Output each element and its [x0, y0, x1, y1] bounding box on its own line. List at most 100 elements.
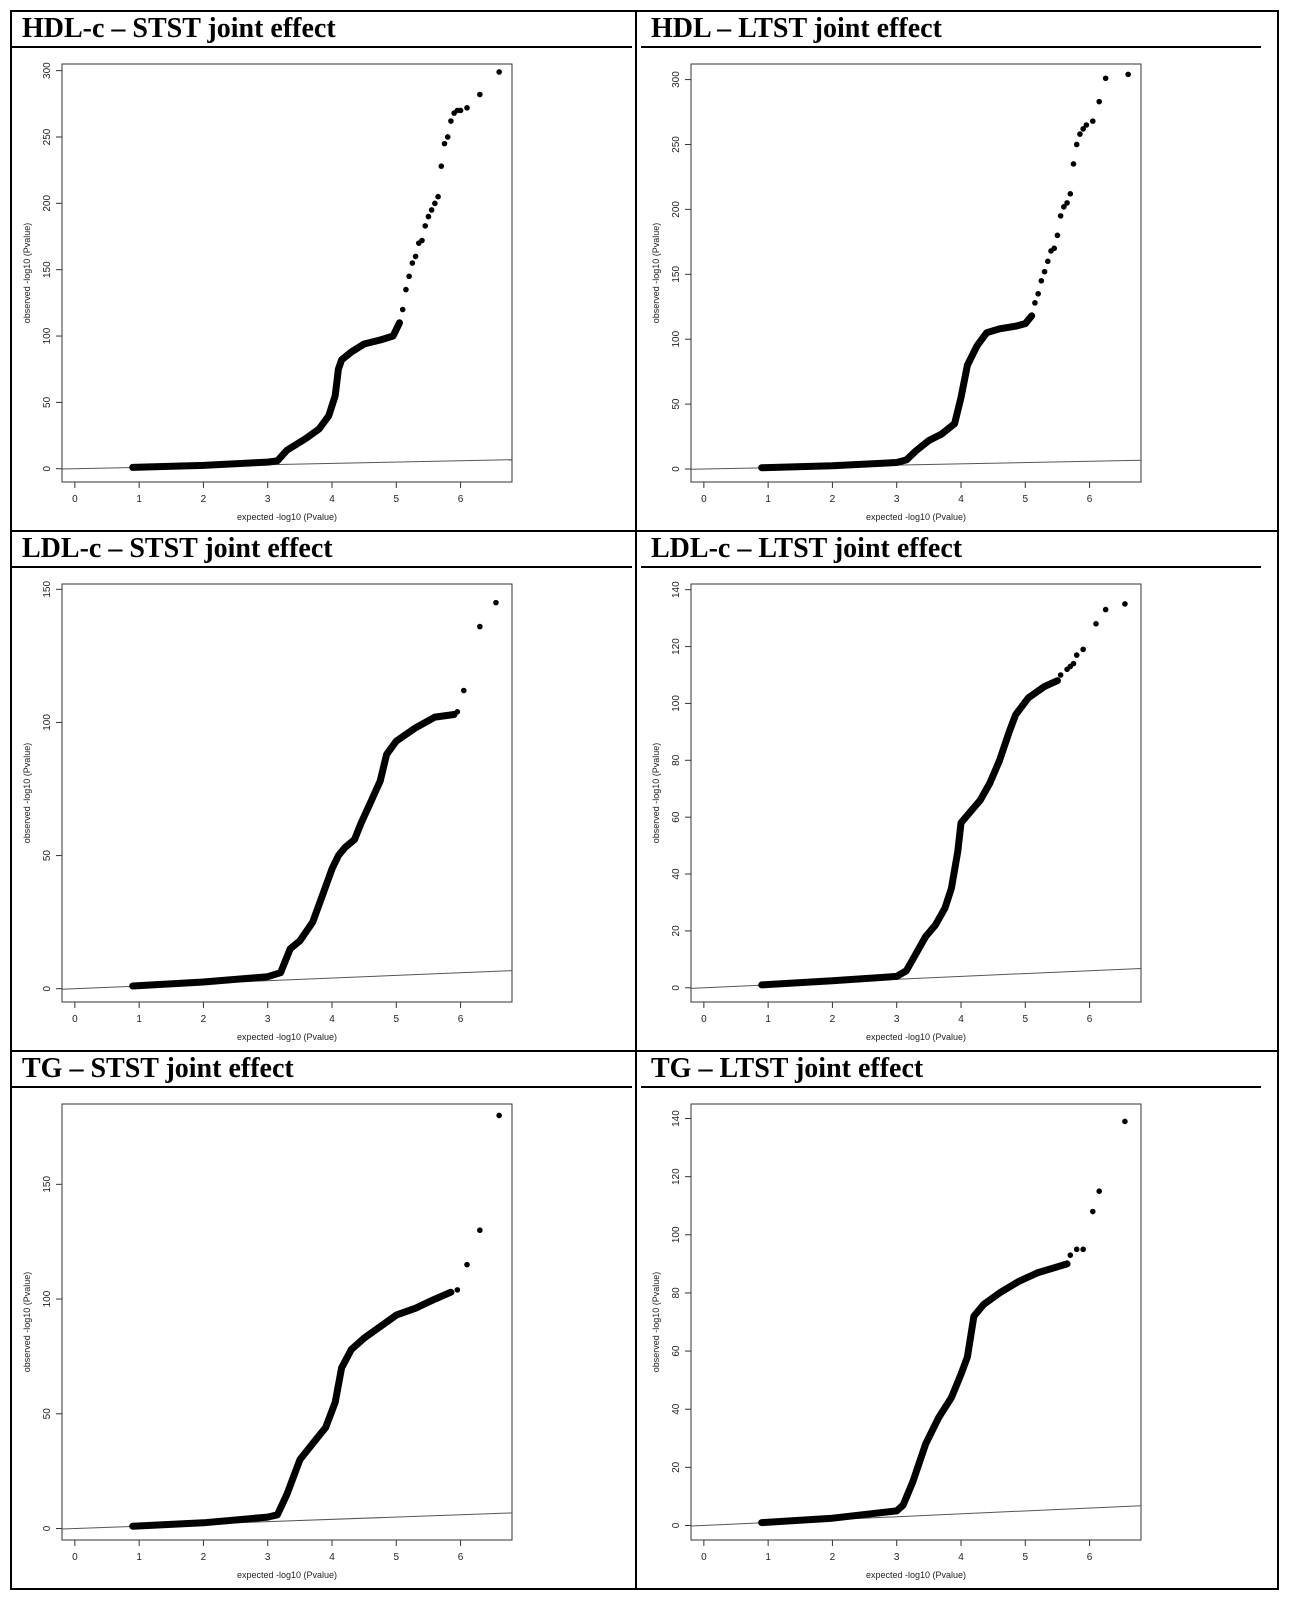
- y-tick-label: 100: [42, 327, 53, 344]
- x-tick-label: 2: [201, 494, 207, 505]
- y-tick-label: 200: [671, 201, 682, 218]
- x-tick-label: 4: [329, 1014, 335, 1025]
- x-tick-label: 4: [958, 494, 964, 505]
- y-tick-label: 50: [42, 396, 53, 408]
- qq-point: [477, 1227, 483, 1234]
- y-tick-label: 50: [42, 850, 53, 862]
- qq-point: [1125, 71, 1131, 78]
- qq-point: [1067, 1252, 1074, 1258]
- qq-point: [1041, 268, 1048, 275]
- qq-point: [448, 118, 454, 124]
- qq-point: [1070, 161, 1077, 167]
- qq-point-band: [129, 1288, 455, 1530]
- y-tick-label: 60: [671, 1345, 682, 1357]
- panel-title: LDL-c – LTST joint effect: [651, 533, 963, 564]
- qq-point: [1057, 672, 1064, 678]
- y-tick-label: 100: [42, 714, 53, 731]
- x-tick-label: 1: [136, 494, 142, 505]
- y-tick-label: 80: [671, 754, 682, 766]
- x-tick-label: 3: [265, 494, 271, 505]
- y-tick-label: 250: [42, 128, 53, 145]
- x-axis-label: expected -log10 (Pvalue): [237, 512, 337, 522]
- qq-point: [435, 193, 441, 200]
- y-axis-label: observed -log10 (Pvalue): [22, 223, 32, 324]
- panel-title: HDL – LTST joint effect: [651, 13, 942, 44]
- qq-point-band: [758, 1260, 1071, 1527]
- qq-point: [1067, 191, 1074, 197]
- x-tick-label: 6: [458, 494, 464, 505]
- x-tick-label: 5: [1023, 494, 1029, 505]
- y-axis-label: observed -log10 (Pvalue): [22, 743, 32, 844]
- title-rule: [641, 566, 1261, 568]
- qq-point: [1070, 660, 1077, 667]
- y-tick-label: 300: [671, 71, 682, 88]
- qq-point: [1038, 277, 1045, 284]
- x-tick-label: 6: [458, 1014, 464, 1025]
- panel-ldl-stst: LDL-c – STST joint effect 0 1 2 3 4 5 6 0 50 100 1…: [12, 532, 632, 1050]
- qq-point: [1083, 122, 1090, 128]
- panel-title: LDL-c – STST joint effect: [22, 533, 333, 564]
- qq-point: [419, 237, 425, 244]
- panel-hdl-stst: HDL-c – STST joint effect 0 1 2 3 4 5 6 0 50 100 1…: [12, 12, 632, 530]
- plot-frame: [61, 583, 513, 1003]
- qq-point: [1122, 601, 1128, 607]
- panel-ldl-ltst: LDL-c – LTST joint effect 0 1 2 3 4 5 6 0 20 40 60…: [641, 532, 1261, 1050]
- x-tick-label: 6: [1087, 494, 1093, 505]
- y-axis-label: observed -log10 (Pvalue): [651, 743, 661, 844]
- x-tick-label: 5: [1023, 1552, 1029, 1563]
- x-tick-label: 6: [1087, 1552, 1093, 1563]
- x-tick-label: 0: [72, 1552, 78, 1563]
- qq-point: [493, 599, 499, 606]
- panel-tg-ltst: TG – LTST joint effect 0 1 2 3 4 5 6 0 20 40 60 80 1…: [641, 1052, 1261, 1588]
- y-tick-label: 100: [671, 695, 682, 712]
- qq-point: [1093, 621, 1099, 627]
- x-tick-label: 3: [894, 1552, 900, 1563]
- x-tick-label: 5: [394, 1014, 400, 1025]
- x-tick-label: 2: [830, 1552, 836, 1563]
- x-tick-label: 3: [894, 494, 900, 505]
- qq-point: [1077, 131, 1083, 137]
- x-tick-label: 3: [265, 1014, 271, 1025]
- qq-point-band: [758, 677, 1061, 989]
- panel-tg-stst: TG – STST joint effect 0 1 2 3 4 5 6 0 50 100 150 e…: [12, 1052, 632, 1588]
- qq-point-band: [129, 711, 458, 990]
- qq-point: [1089, 118, 1096, 124]
- plot-frame: [690, 583, 1142, 1003]
- y-axis-label: observed -log10 (Pvalue): [22, 1272, 32, 1373]
- x-tick-label: 0: [701, 494, 707, 505]
- x-tick-label: 1: [136, 1552, 142, 1563]
- qq-point: [1044, 258, 1051, 265]
- qq-point: [1102, 75, 1109, 82]
- qq-point: [1051, 245, 1058, 252]
- x-tick-label: 2: [201, 1014, 207, 1025]
- x-tick-label: 1: [136, 1014, 142, 1025]
- y-tick-label: 0: [671, 466, 682, 472]
- qq-point: [1032, 300, 1038, 306]
- y-tick-label: 40: [671, 868, 682, 880]
- qq-point: [496, 69, 502, 75]
- qq-point-band: [758, 312, 1036, 472]
- y-axis-label: observed -log10 (Pvalue): [651, 223, 661, 324]
- qq-point: [1102, 606, 1109, 613]
- qq-plot: 0 1 2 3 4 5 6 0 50 100 150 200 250 300 expected -log10…: [651, 63, 1142, 522]
- column-divider: [635, 10, 637, 1590]
- x-tick-label: 5: [1023, 1014, 1029, 1025]
- qq-point: [412, 253, 419, 260]
- x-tick-label: 5: [394, 494, 400, 505]
- figure-grid: [10, 10, 1279, 1590]
- x-tick-label: 6: [458, 1552, 464, 1563]
- qq-point: [464, 104, 470, 111]
- qq-point: [1080, 646, 1086, 653]
- x-tick-label: 4: [329, 1552, 335, 1563]
- qq-point: [409, 260, 416, 266]
- y-tick-label: 60: [671, 811, 682, 823]
- qq-point: [422, 223, 429, 229]
- qq-point: [432, 200, 438, 207]
- y-tick-label: 0: [42, 985, 53, 991]
- qq-point: [1035, 290, 1041, 297]
- qq-point: [454, 708, 461, 715]
- qq-point: [1096, 98, 1103, 105]
- qq-point: [1089, 1208, 1096, 1215]
